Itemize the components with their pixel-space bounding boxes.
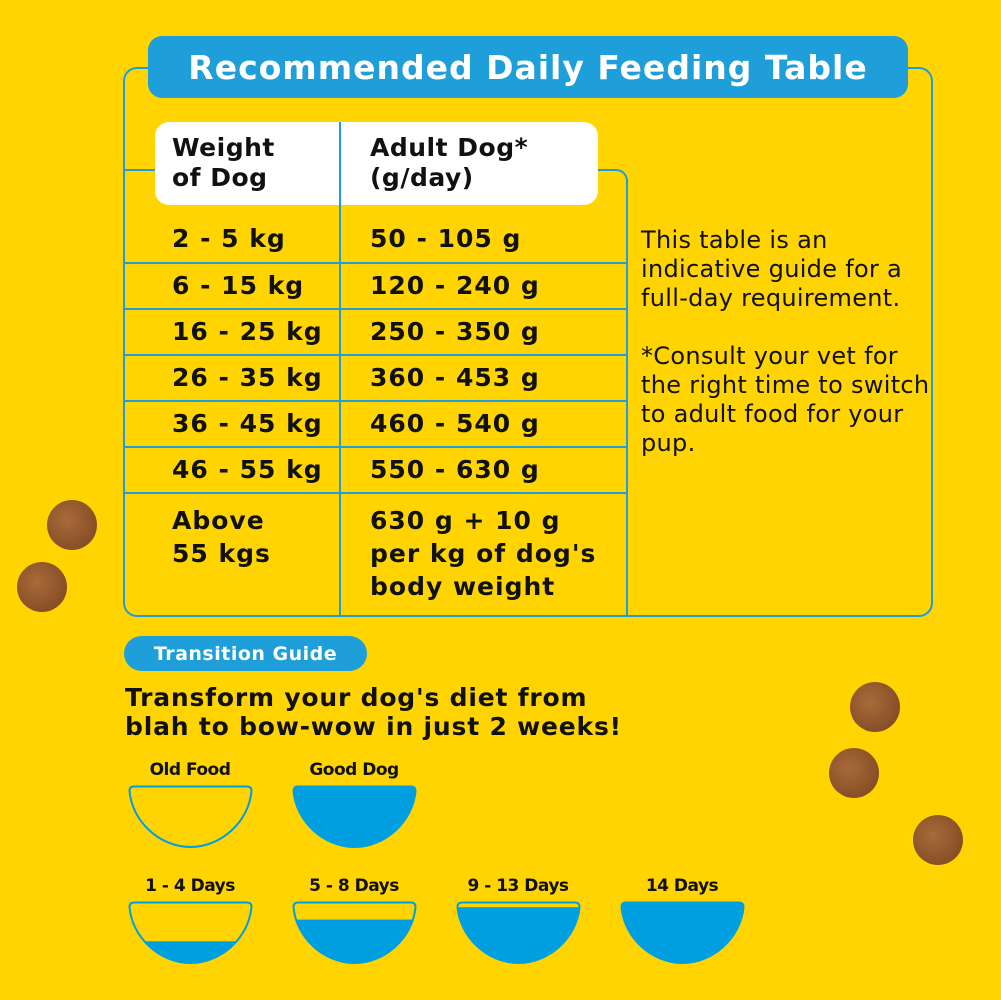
table-line (123, 446, 627, 448)
weight-cell: 46 - 55 kg (172, 455, 323, 484)
table-line (123, 169, 155, 171)
weight-cell: 16 - 25 kg (172, 317, 323, 346)
amount-cell: 630 g + 10 g per kg of dog's body weight (370, 506, 597, 601)
bowl-fill (293, 786, 416, 847)
bowl-fill (621, 902, 744, 963)
table-line (339, 122, 341, 616)
weight-cell: Above 55 kgs (172, 506, 271, 568)
table-line (123, 492, 627, 494)
header-adult-dog: Adult Dog* (g/day) (370, 133, 529, 192)
transition-headline: Transform your dog's diet from blah to b… (125, 683, 622, 741)
weight-cell: 36 - 45 kg (172, 409, 323, 438)
bowl-label: 5 - 8 Days (309, 876, 399, 896)
page-title: Recommended Daily Feeding Table (148, 36, 908, 98)
amount-cell: 460 - 540 g (370, 409, 540, 438)
table-line (626, 185, 628, 616)
table-header (155, 122, 598, 205)
note-text: This table is an indicative guide for a … (641, 226, 903, 312)
table-line (123, 400, 627, 402)
weight-cell: 2 - 5 kg (172, 224, 286, 253)
weight-cell: 26 - 35 kg (172, 363, 323, 392)
amount-cell: 120 - 240 g (370, 271, 540, 300)
bowl-label: Old Food (149, 760, 231, 780)
food-bowl-icon (128, 785, 253, 849)
weight-cell: 6 - 15 kg (172, 271, 305, 300)
table-line (596, 169, 628, 189)
kibble-image (17, 562, 67, 612)
bowl-label: 1 - 4 Days (145, 876, 235, 896)
kibble-image (47, 500, 97, 550)
amount-cell: 360 - 453 g (370, 363, 540, 392)
bowl-fill (457, 907, 580, 963)
kibble-image (913, 815, 963, 865)
food-bowl-icon (620, 901, 745, 965)
amount-cell: 550 - 630 g (370, 455, 540, 484)
amount-cell: 50 - 105 g (370, 224, 522, 253)
amount-cell: 250 - 350 g (370, 317, 540, 346)
table-line (123, 308, 627, 310)
food-bowl-icon (292, 901, 417, 965)
bowl-label: 9 - 13 Days (467, 876, 569, 896)
bowl-label: Good Dog (309, 760, 399, 780)
kibble-image (850, 682, 900, 732)
food-bowl-icon (456, 901, 581, 965)
food-bowl-icon (292, 785, 417, 849)
table-note: This table is an indicative guide for a … (641, 226, 931, 458)
table-line (123, 262, 627, 264)
vet-note-text: *Consult your vet for the right time to … (641, 342, 930, 457)
transition-guide-pill: Transition Guide (124, 636, 367, 671)
kibble-image (829, 748, 879, 798)
header-weight: Weight of Dog (172, 133, 275, 192)
table-line (123, 354, 627, 356)
food-bowl-icon (128, 901, 253, 965)
bowl-label: 14 Days (645, 876, 719, 896)
bowl-fill (293, 919, 416, 963)
